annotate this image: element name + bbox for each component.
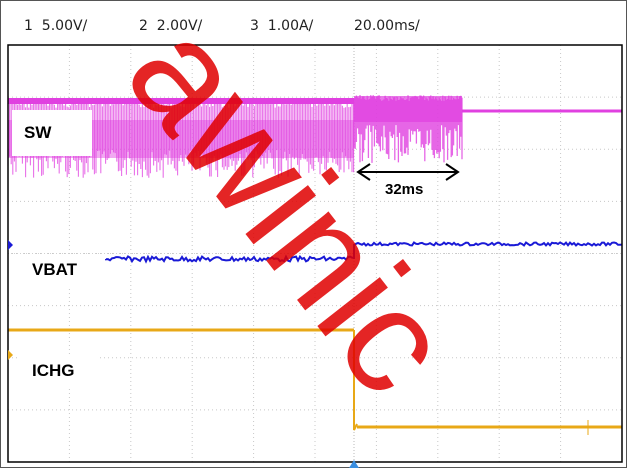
vbat-trace-low	[105, 254, 355, 264]
measurement-arrowhead-left	[356, 163, 371, 181]
sw-trace-dense-core	[354, 96, 462, 122]
traces	[7, 95, 623, 435]
ch1-scale: 1 5.00V/	[24, 18, 88, 34]
plot-border	[7, 44, 623, 463]
sw-trace-top	[8, 98, 354, 104]
label-vbat: VBAT	[20, 254, 100, 286]
vbat-ground-marker	[8, 240, 13, 250]
ichg-trace-step	[353, 330, 358, 431]
timebase: 20.00ms/	[354, 18, 420, 34]
ch3-scale: 3 1.00A/	[250, 18, 314, 34]
vbat-trace-high	[353, 241, 623, 248]
label-ichg: ICHG	[20, 355, 100, 387]
measurement-arrowhead-right	[445, 163, 460, 181]
measurement-label: 32ms	[385, 181, 424, 198]
ichg-ground-marker	[8, 350, 13, 360]
label-sw: SW	[12, 110, 92, 156]
ch2-scale: 2 2.00V/	[139, 18, 203, 34]
trigger-marker	[349, 460, 359, 468]
